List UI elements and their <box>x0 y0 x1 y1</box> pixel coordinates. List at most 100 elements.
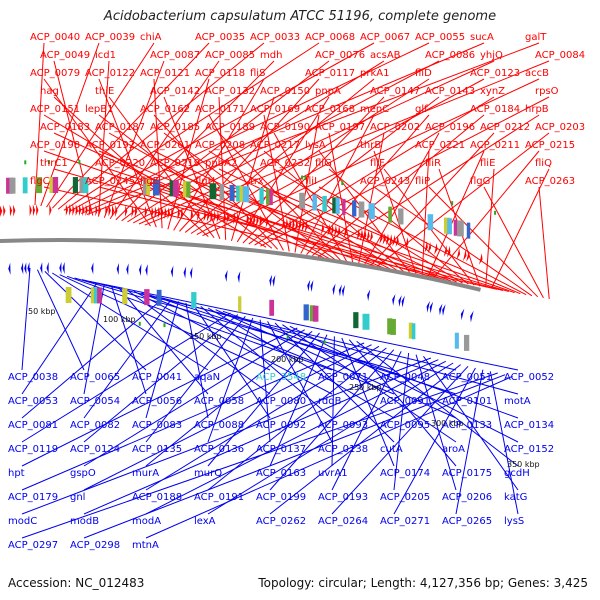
reverse-gene-label: ACP_0058 <box>194 396 244 407</box>
forward-leader-line <box>483 186 544 299</box>
forward-gene-label: ACP_0085 <box>205 50 255 61</box>
reverse-leader-line <box>348 339 457 467</box>
feature-box <box>191 292 197 309</box>
forward-gene-arrow <box>12 204 16 217</box>
forward-gene-labels: ACP_0040 ACP_0039 chiA ACP_0035 ACP_0033 ACP_… <box>30 32 585 187</box>
reverse-leader-line <box>21 282 98 395</box>
forward-gene-label: ACP_0217 <box>250 140 300 151</box>
scale-tick-label: 50 kbp <box>28 307 56 316</box>
reverse-leader-line <box>393 352 410 491</box>
forward-gene-label: ACP_0187 <box>95 122 145 133</box>
forward-gene-label: ACP_0086 <box>425 50 475 61</box>
scale-tick-label: 200 kbp <box>271 355 304 364</box>
reverse-leader-line <box>83 359 439 515</box>
reverse-leader-line <box>259 319 271 443</box>
reverse-gene-label: ACP_0138 <box>318 444 368 455</box>
reverse-gene-arrow <box>8 262 11 275</box>
forward-gene-label: ACP_0201 <box>140 140 190 151</box>
forward-gene-label: ACP_0245 <box>85 176 135 187</box>
forward-leader-line <box>236 96 330 243</box>
forward-gene-arrow <box>385 233 390 246</box>
reverse-gene-arrow <box>91 262 94 275</box>
forward-gene-label: thrB <box>360 140 381 151</box>
forward-gene-label: ACP_0035 <box>195 32 245 43</box>
reverse-gene-label: ACP_0199 <box>256 492 306 503</box>
feature-box <box>398 208 404 225</box>
feature-dot <box>341 181 344 186</box>
reverse-gene-label: ACP_0262 <box>256 516 306 527</box>
reverse-gene-label: ACP_0095 <box>380 420 430 431</box>
reverse-gene-arrow <box>24 262 27 275</box>
reverse-gene-arrow <box>332 283 336 296</box>
forward-gene-label: flgG <box>470 176 490 187</box>
forward-gene-arrow <box>180 208 184 220</box>
forward-gene-label: ACP_0192 <box>85 140 135 151</box>
forward-gene-arrow <box>456 247 461 260</box>
reverse-gene-arrow <box>145 264 148 277</box>
feature-box <box>322 195 327 212</box>
forward-gene-label: ACP_0040 <box>30 32 80 43</box>
forward-leader-line <box>358 132 385 265</box>
feature-box <box>447 218 452 235</box>
forward-gene-label: thiE <box>95 86 114 97</box>
forward-gene-label: ACP_0122 <box>85 68 135 79</box>
reverse-gene-label: ACP_0297 <box>8 540 58 551</box>
reverse-gene-label: ACP_0091 <box>380 396 430 407</box>
reverse-gene-arrow <box>21 262 24 275</box>
reverse-gene-arrow <box>367 289 371 302</box>
feature-dot <box>286 335 289 340</box>
forward-gene-label: ACP_0121 <box>140 68 190 79</box>
forward-leader-line <box>306 114 430 255</box>
forward-leader-line <box>363 132 440 266</box>
forward-gene-arrow <box>203 209 207 222</box>
reverse-gene-arrow <box>40 262 43 275</box>
reverse-gene-label: murA <box>132 468 159 479</box>
reverse-leader-line <box>145 330 313 467</box>
feature-box <box>269 189 273 206</box>
forward-leader-line <box>108 96 215 239</box>
reverse-leader-line <box>455 369 484 515</box>
forward-leader-line <box>218 132 342 262</box>
forward-gene-arrow <box>177 207 180 220</box>
forward-gene-label: ACP_0197 <box>315 122 365 133</box>
feature-box <box>122 288 128 305</box>
forward-gene-arrow <box>85 204 88 217</box>
forward-gene-arrow <box>82 204 85 217</box>
forward-gene-label: ACP_0189 <box>205 122 255 133</box>
forward-gene-arrow <box>197 209 200 222</box>
reverse-gene-arrow <box>237 271 241 284</box>
reverse-gene-label: ACP_0133 <box>442 420 492 431</box>
reverse-gene-label: ACP_0093 <box>318 420 368 431</box>
forward-gene-arrow <box>32 204 36 217</box>
reverse-gene-label: gcdH <box>504 468 530 479</box>
forward-gene-arrow <box>69 204 72 217</box>
forward-gene-arrow <box>233 212 236 225</box>
feature-box <box>457 220 464 237</box>
forward-gene-arrow <box>223 211 226 224</box>
reverse-gene-arrow <box>126 263 129 276</box>
reverse-gene-label: modB <box>70 516 99 527</box>
reverse-leader-line <box>282 324 457 443</box>
forward-gene-label: thrC1 <box>40 158 68 169</box>
forward-gene-label: hrpB <box>525 104 549 115</box>
forward-gene-label: flgE <box>140 176 159 187</box>
map-title: Acidobacterium capsulatum ATCC 51196, co… <box>103 9 497 24</box>
reverse-leader-line <box>21 342 365 491</box>
reverse-leader-line <box>145 360 446 515</box>
reverse-leader-line <box>331 336 335 467</box>
forward-leader-line <box>190 78 430 234</box>
forward-leader-line <box>373 186 533 297</box>
reverse-gene-label: ACP_0038 <box>8 372 58 383</box>
forward-gene-arrow <box>392 234 396 247</box>
feature-box <box>266 188 270 205</box>
feature-box <box>152 179 160 196</box>
feature-box <box>90 287 97 304</box>
forward-gene-arrow <box>29 204 32 217</box>
feature-box <box>144 289 150 306</box>
forward-gene-label: ACP_0033 <box>250 32 300 43</box>
forward-gene-arrow <box>463 249 467 262</box>
reverse-leader-line <box>83 329 305 467</box>
feature-box <box>388 206 392 223</box>
reverse-leader-line <box>21 297 164 419</box>
forward-gene-label: sucA <box>470 32 494 43</box>
